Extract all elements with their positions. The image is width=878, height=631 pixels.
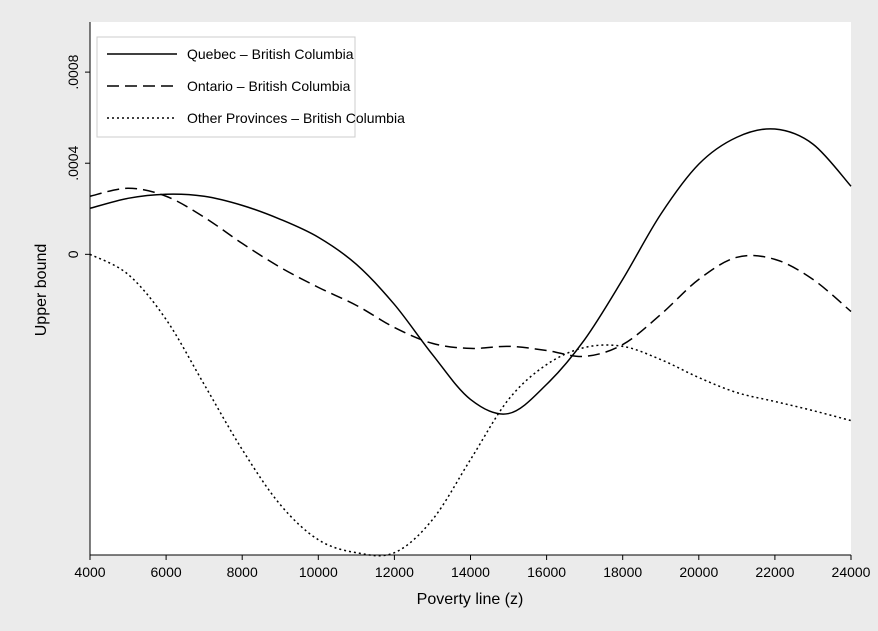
series-line — [89, 187, 852, 358]
legend-label: Quebec – British Columbia — [187, 46, 354, 62]
x-tick-label: 16000 — [527, 564, 566, 580]
x-tick-label: 24000 — [832, 564, 871, 580]
x-tick-label: 20000 — [679, 564, 718, 580]
x-tick-label: 8000 — [227, 564, 258, 580]
series-line — [89, 128, 852, 415]
x-tick-label: 6000 — [151, 564, 182, 580]
x-tick-label: 10000 — [299, 564, 338, 580]
series-line — [89, 253, 852, 557]
x-tick-label: 14000 — [451, 564, 490, 580]
y-tick-label: .0004 — [65, 145, 81, 180]
legend-label: Other Provinces – British Columbia — [187, 110, 405, 126]
y-tick-label: 0 — [65, 250, 81, 258]
x-tick-label: 22000 — [755, 564, 794, 580]
x-tick-label: 4000 — [74, 564, 105, 580]
y-tick-label: .0008 — [65, 54, 81, 89]
x-tick-label: 12000 — [375, 564, 414, 580]
y-axis-title: Upper bound — [33, 244, 50, 337]
legend-label: Ontario – British Columbia — [187, 78, 351, 94]
x-axis-title: Poverty line (z) — [417, 591, 524, 608]
x-tick-label: 18000 — [603, 564, 642, 580]
